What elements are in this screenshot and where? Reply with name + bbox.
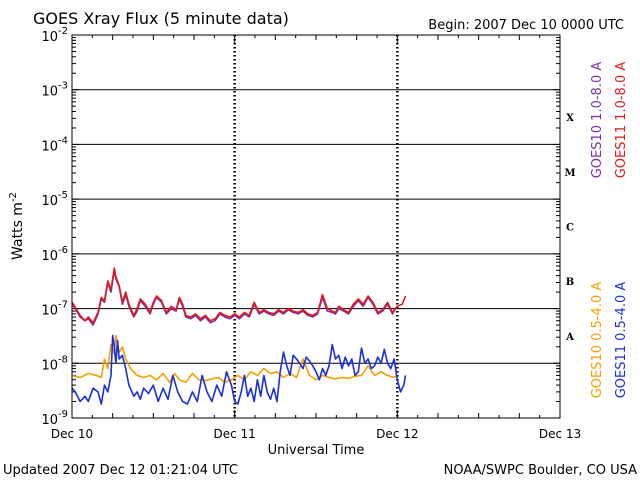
y-tick-label-exp: -3 (58, 81, 68, 92)
y-tick-label-exp: -5 (58, 190, 68, 201)
y-tick-label-base: 10 (41, 304, 58, 319)
y-tick-label-base: 10 (41, 194, 58, 209)
y-tick-label-exp: -6 (58, 245, 68, 256)
x-tick-labels: Dec 10 Dec 11 Dec 12 Dec 13 (51, 427, 581, 441)
series-line-1 (71, 267, 407, 324)
chart-title: GOES Xray Flux (5 minute data) (33, 9, 289, 28)
y-tick-label: 10-9 (41, 409, 68, 428)
y-tick-label-base: 10 (41, 249, 58, 264)
flare-class-label: M (564, 168, 575, 179)
legend: GOES10 1.0-8.0 A GOES11 1.0-8.0 A GOES10 0… (590, 62, 629, 399)
flare-class-label: B (566, 277, 574, 288)
y-tick-label-base: 10 (41, 30, 58, 45)
plot-frame (71, 34, 561, 419)
y-axis-label: Watts m-2 (8, 192, 26, 260)
x-axis-label: Universal Time (268, 443, 365, 458)
flare-class-label: X (566, 113, 574, 124)
series-line-2 (71, 334, 398, 384)
y-tick-label-exp: -9 (58, 409, 68, 420)
footer-credit: NOAA/SWPC Boulder, CO USA (444, 463, 637, 478)
series-line-3 (71, 334, 407, 405)
y-tick-label: 10-6 (41, 245, 68, 264)
legend-entry: GOES10 0.5-4.0 A (590, 282, 605, 399)
y-tick-label-base: 10 (41, 358, 58, 373)
y-tick-label: 10-4 (41, 135, 68, 154)
y-axis-ticks (72, 37, 560, 419)
flare-class-labels: X M C B A (564, 113, 575, 343)
y-tick-label: 10-8 (41, 354, 68, 373)
legend-entry: GOES11 1.0-8.0 A (614, 62, 629, 179)
day-separators (233, 35, 399, 418)
y-tick-labels: 10-210-310-410-510-610-710-810-9 (41, 26, 68, 428)
y-tick-label: 10-5 (41, 190, 68, 209)
y-tick-label-exp: -2 (58, 26, 68, 37)
legend-entry: GOES10 1.0-8.0 A (590, 62, 605, 179)
x-tick-label: Dec 12 (376, 427, 418, 441)
y-tick-label-base: 10 (41, 85, 58, 100)
y-tick-label: 10-2 (41, 26, 68, 45)
x-axis-ticks (71, 35, 561, 418)
y-tick-label-exp: -4 (58, 135, 68, 146)
x-tick-label: Dec 10 (51, 427, 93, 441)
footer-updated: Updated 2007 Dec 12 01:21:04 UTC (3, 463, 238, 478)
x-tick-label: Dec 11 (214, 427, 256, 441)
flare-class-label: C (566, 223, 574, 234)
y-axis-label-sup: -2 (8, 192, 19, 202)
y-tick-label-exp: -7 (58, 300, 68, 311)
x-tick-label: Dec 13 (539, 427, 581, 441)
legend-entry: GOES11 0.5-4.0 A (614, 282, 629, 399)
y-tick-label-base: 10 (41, 413, 58, 428)
y-tick-label: 10-3 (41, 81, 68, 100)
y-tick-label-base: 10 (41, 139, 58, 154)
data-series (71, 267, 407, 405)
series-line-0 (71, 269, 397, 326)
begin-label: Begin: 2007 Dec 10 0000 UTC (428, 18, 624, 33)
flare-class-label: A (565, 332, 574, 343)
y-tick-label: 10-7 (41, 300, 68, 319)
y-axis-label-text: Watts m (10, 202, 26, 260)
grid-lines (72, 89, 560, 364)
y-tick-label-exp: -8 (58, 354, 68, 365)
